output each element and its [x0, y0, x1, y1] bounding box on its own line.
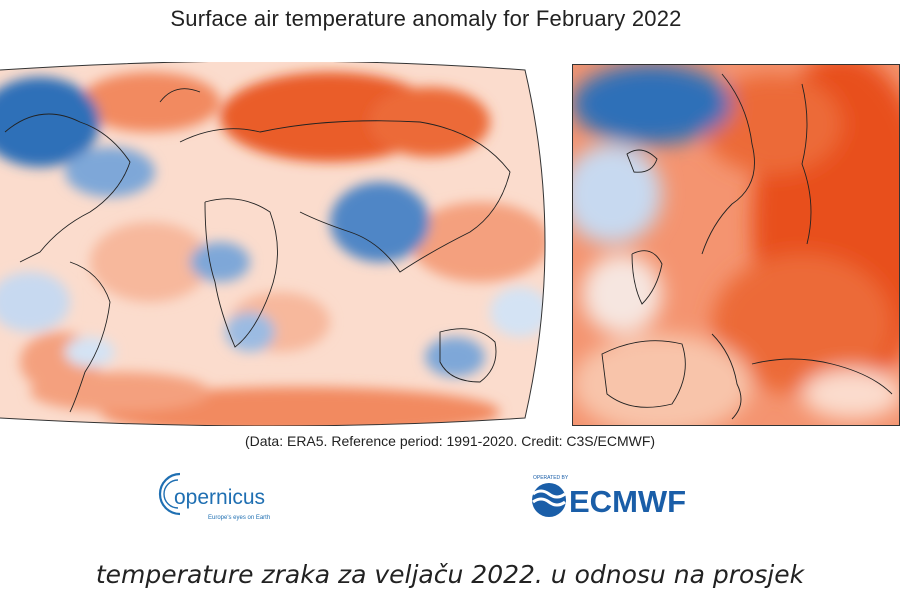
article-caption: temperature zraka za veljaču 2022. u odn…	[95, 560, 805, 589]
data-credit: (Data: ERA5. Reference period: 1991-2020…	[244, 433, 656, 449]
copernicus-logo: opernicus Europe's eyes on Earth	[150, 468, 310, 528]
ecmwf-tagline: OPERATED BY	[533, 475, 569, 481]
copernicus-c-icon: opernicus Europe's eyes on Earth	[158, 472, 270, 521]
ecmwf-wordmark: ECMWF	[569, 484, 686, 519]
ecmwf-logo: OPERATED BY ECMWF	[525, 470, 725, 526]
world-anomaly-map	[0, 62, 546, 426]
copernicus-tagline: Europe's eyes on Earth	[208, 515, 270, 521]
chart-title: Surface air temperature anomaly for Febr…	[170, 6, 682, 31]
europe-anomaly-map	[572, 64, 900, 426]
copernicus-wordmark: opernicus	[174, 486, 265, 509]
ecmwf-wave-icon: OPERATED BY ECMWF	[532, 475, 686, 519]
